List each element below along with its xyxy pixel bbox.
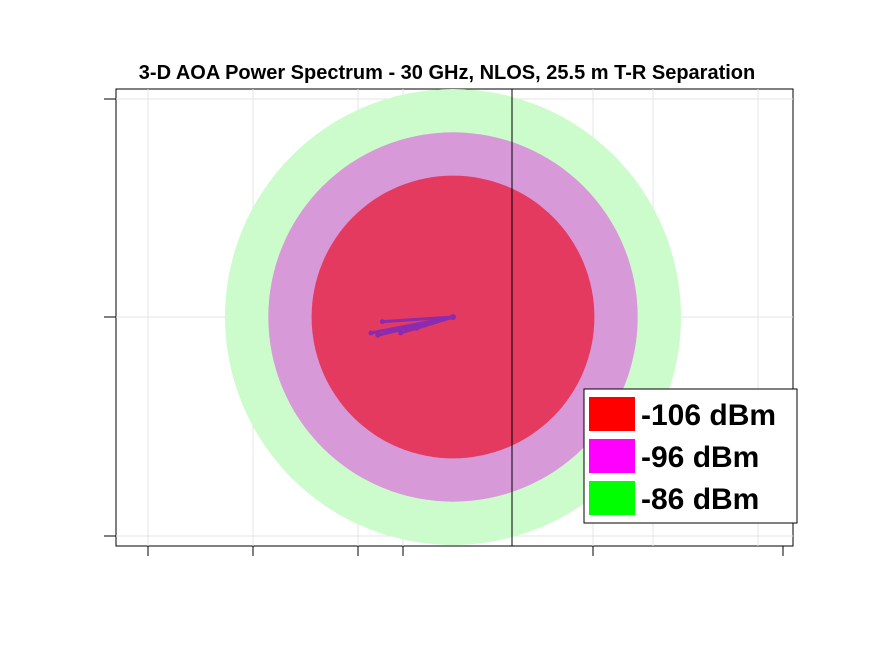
legend-label-2: -86 dBm xyxy=(641,483,759,516)
legend-swatch-1 xyxy=(589,439,635,473)
axis-ticks xyxy=(104,98,784,556)
legend-label-0: -106 dBm xyxy=(641,399,776,432)
plot-area xyxy=(104,88,794,556)
arrival-vector-5 xyxy=(433,315,455,324)
arrival-vector-tip-4 xyxy=(379,319,385,325)
origin-point xyxy=(450,314,456,320)
arrival-vector-tip-0 xyxy=(375,332,381,338)
arrival-vector-tip-2 xyxy=(398,330,404,336)
arrival-vector-tip-1 xyxy=(368,330,374,336)
legend-swatch-0 xyxy=(589,397,635,431)
arrival-vector-4 xyxy=(380,315,455,324)
arrival-vectors xyxy=(368,314,456,338)
legend-label-1: -96 dBm xyxy=(641,441,759,474)
arrival-vector-tip-5 xyxy=(432,319,438,325)
arrival-vector-tip-3 xyxy=(414,325,419,331)
legend: -106 dBm -96 dBm -86 dBm xyxy=(583,388,798,524)
chart-title: 3-D AOA Power Spectrum - 30 GHz, NLOS, 2… xyxy=(139,62,755,84)
legend-swatch-2 xyxy=(589,481,635,515)
